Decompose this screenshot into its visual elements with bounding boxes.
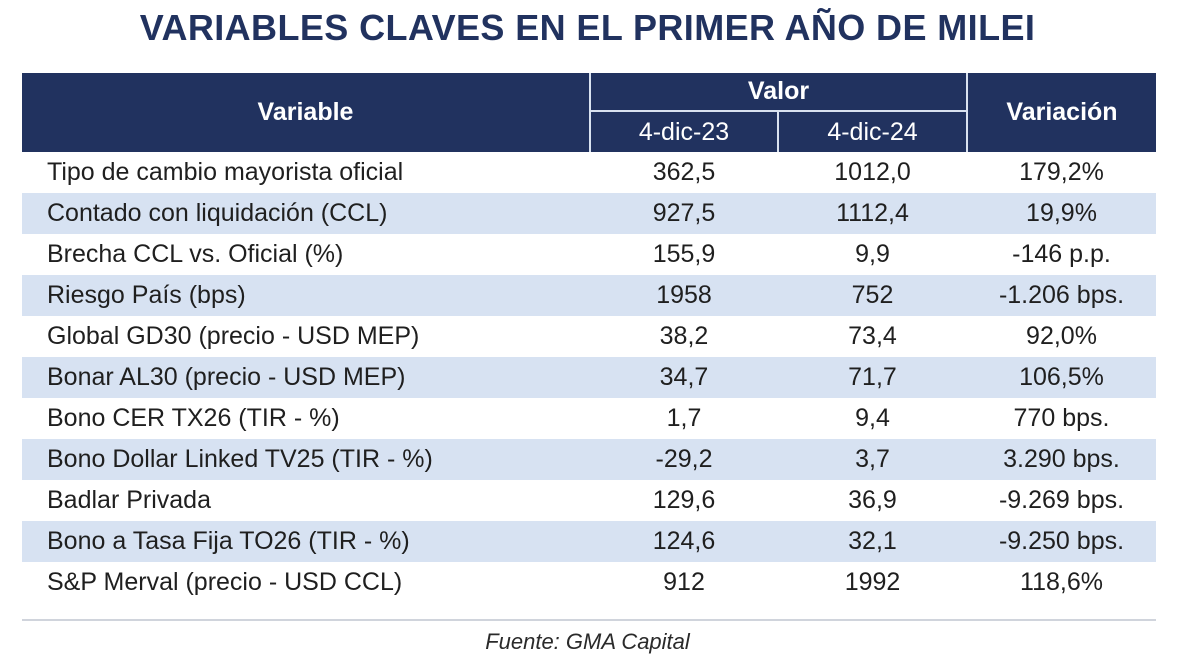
row-value-2024: 36,9 [848,486,897,514]
header-valor: Valor [590,73,967,112]
table-row: Contado con liquidación (CCL) 927,5 1112… [22,193,1156,234]
row-variable: Contado con liquidación (CCL) [22,193,590,234]
table-row: Bono a Tasa Fija TO26 (TIR - %) 124,6 32… [22,521,1156,562]
row-variable: Bono a Tasa Fija TO26 (TIR - %) [22,521,590,562]
row-variation: 118,6% [1020,568,1103,596]
row-variable: Bonar AL30 (precio - USD MEP) [22,357,590,398]
row-variation: 3.290 bps. [967,439,1156,480]
table-row: Bono Dollar Linked TV25 (TIR - %) -29,2 … [22,439,1156,480]
header-variable: Variable [22,73,591,152]
header-date-1: 4-dic-23 [590,111,779,152]
row-value-2024: 32,1 [778,521,967,562]
row-value-2024: 9,9 [855,240,890,268]
row-value-2023: 912 [663,568,705,596]
row-value-2023: 129,6 [652,486,716,514]
row-variation: -9.269 bps. [998,486,1125,514]
table-row: Global GD30 (precio - USD MEP) 38,2 73,4… [22,316,1156,357]
row-variation: -9.250 bps. [967,521,1156,562]
footer-divider [22,619,1156,621]
row-variable: Bono CER TX26 (TIR - %) [47,404,340,432]
row-value-2024: 752 [778,275,967,316]
row-value-2023: 38,2 [659,322,709,350]
row-value-2023: 155,9 [652,240,716,268]
row-variation: 106,5% [967,357,1156,398]
table-row: S&P Merval (precio - USD CCL) 912 1992 1… [22,562,1156,603]
source-note: Fuente: GMA Capital [485,629,690,654]
row-variable: Badlar Privada [47,486,211,514]
row-variable: Brecha CCL vs. Oficial (%) [47,240,344,268]
table-row: Bonar AL30 (precio - USD MEP) 34,7 71,7 … [22,357,1156,398]
row-value-2023: 362,5 [652,158,716,186]
row-variation: 19,9% [967,193,1156,234]
row-value-2023: -29,2 [590,439,778,480]
table-body: Tipo de cambio mayorista oficial 362,5 1… [22,152,1156,603]
table-row: Tipo de cambio mayorista oficial 362,5 1… [22,152,1156,193]
table-header: Variable Valor Variación 4-dic-23 4-dic-… [22,73,1156,152]
row-variable: Riesgo País (bps) [22,275,590,316]
row-value-2024: 3,7 [778,439,967,480]
row-value-2023: 1,7 [666,404,702,432]
row-value-2024: 9,4 [855,404,890,432]
row-variation: 770 bps. [1013,404,1110,432]
row-variable: Tipo de cambio mayorista oficial [47,158,404,186]
table-row: Bono CER TX26 (TIR - %) 1,7 9,4 770 bps. [22,398,1156,439]
header-date-2: 4-dic-24 [778,111,967,152]
row-value-2023: 1958 [590,275,778,316]
row-variation: 92,0% [1026,322,1097,350]
row-value-2024: 71,7 [778,357,967,398]
row-variable: Bono Dollar Linked TV25 (TIR - %) [22,439,590,480]
table-row: Badlar Privada 129,6 36,9 -9.269 bps. [22,480,1156,521]
row-value-2024: 1012,0 [834,158,911,186]
row-value-2024: 1992 [844,568,901,596]
row-value-2023: 34,7 [590,357,778,398]
page-title: VARIABLES CLAVES EN EL PRIMER AÑO DE MIL… [139,7,1036,48]
row-value-2024: 1112,4 [778,193,967,234]
table-row: Riesgo País (bps) 1958 752 -1.206 bps. [22,275,1156,316]
variables-table: Variable Valor Variación 4-dic-23 4-dic-… [22,73,1156,603]
row-value-2023: 124,6 [590,521,778,562]
row-variation: -146 p.p. [1012,240,1111,268]
header-row-top: Variable Valor Variación [22,73,1156,152]
header-row-sub: 4-dic-23 4-dic-24 [22,111,1156,152]
table-row: Brecha CCL vs. Oficial (%) 155,9 9,9 -14… [22,234,1156,275]
row-variable: S&P Merval (precio - USD CCL) [47,568,403,596]
row-value-2023: 927,5 [590,193,778,234]
row-variation: -1.206 bps. [967,275,1156,316]
header-variacion: Variación [966,73,1156,152]
row-variable: Global GD30 (precio - USD MEP) [47,322,420,350]
row-value-2024: 73,4 [848,322,897,350]
row-variation: 179,2% [1019,158,1104,186]
